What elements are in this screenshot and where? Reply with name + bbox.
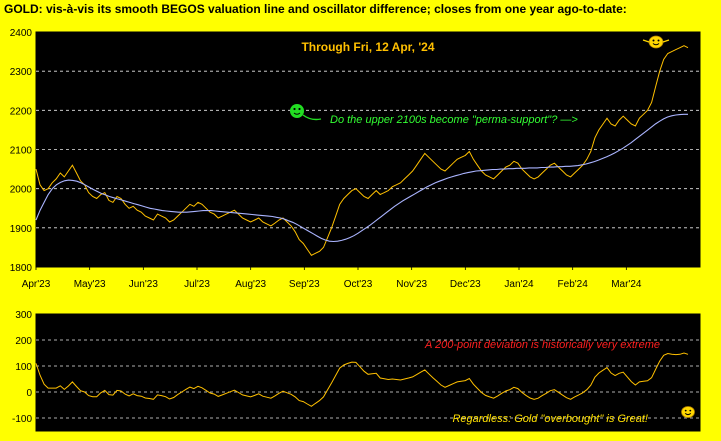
main-y-tick-label: 2400 bbox=[10, 28, 33, 39]
main-x-tick-label: Nov'23 bbox=[396, 279, 427, 290]
oscillator-y-tick-label: 200 bbox=[15, 336, 32, 347]
main-x-tick-label: Jul'23 bbox=[184, 279, 210, 290]
oscillator-grid bbox=[36, 339, 700, 419]
series-line-valuation bbox=[35, 113, 688, 243]
main-y-tick-label: 2300 bbox=[10, 67, 33, 78]
extreme-deviation-annotation: A 200-point deviation is historically ve… bbox=[424, 339, 660, 351]
oscillator-y-axis: -100 0 100 200 300 bbox=[12, 310, 32, 425]
main-series bbox=[35, 45, 689, 256]
overbought-annotation: Regardless: Gold "overbought" is Great! bbox=[452, 413, 648, 425]
main-x-tick-label: Mar'24 bbox=[611, 279, 642, 290]
perma-support-annotation: Do the upper 2100s become "perma-support… bbox=[330, 114, 578, 126]
main-x-tick-label: Feb'24 bbox=[558, 279, 589, 290]
main-x-axis: Apr'23 May'23 Jun'23 Jul'23 Aug'23 Sep'23 Oct'… bbox=[22, 267, 642, 290]
chart-title: GOLD: vis-à-vis its smooth BEGOS valuati… bbox=[4, 2, 627, 16]
main-x-tick-label: Aug'23 bbox=[235, 279, 266, 290]
main-y-tick-label: 2200 bbox=[10, 106, 33, 117]
subtitle-through-date: Through Fri, 12 Apr, '24 bbox=[301, 40, 434, 54]
smiley-icon bbox=[642, 35, 670, 49]
main-x-tick-label: Sep'23 bbox=[289, 279, 320, 290]
oscillator-y-tick-label: -100 bbox=[12, 414, 32, 425]
oscillator-y-tick-label: 0 bbox=[26, 388, 32, 399]
main-grid bbox=[36, 70, 700, 229]
oscillator-y-tick-label: 100 bbox=[15, 362, 32, 373]
main-y-tick-label: 2000 bbox=[10, 185, 33, 196]
main-x-tick-label: Oct'23 bbox=[344, 279, 373, 290]
green-smiley-icon bbox=[290, 104, 322, 121]
main-y-axis: 1800 1900 2000 2100 2200 2300 2400 bbox=[10, 28, 33, 274]
main-x-tick-label: Dec'23 bbox=[450, 279, 481, 290]
main-y-tick-label: 2100 bbox=[10, 146, 33, 157]
main-x-tick-label: Jan'24 bbox=[504, 279, 534, 290]
main-y-tick-label: 1800 bbox=[10, 263, 33, 274]
main-x-tick-label: Jun'23 bbox=[129, 279, 159, 290]
series-line-price bbox=[35, 45, 689, 256]
series-line-oscillator bbox=[35, 352, 689, 407]
oscillator-series bbox=[35, 352, 689, 407]
main-x-tick-label: Apr'23 bbox=[22, 279, 51, 290]
smiley-bottom-icon bbox=[681, 406, 695, 418]
main-y-tick-label: 1900 bbox=[10, 224, 33, 235]
main-x-tick-label: May'23 bbox=[74, 279, 106, 290]
oscillator-y-tick-label: 300 bbox=[15, 310, 32, 321]
oscillator-plot-area bbox=[35, 313, 701, 432]
